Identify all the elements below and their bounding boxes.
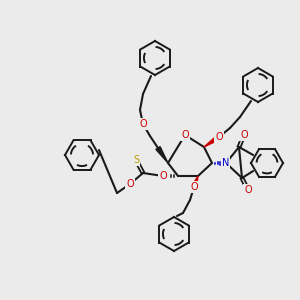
Text: O: O [159, 171, 167, 181]
Text: O: O [244, 185, 252, 195]
Text: O: O [190, 182, 198, 192]
Polygon shape [204, 135, 220, 147]
Text: S: S [133, 155, 139, 165]
Text: O: O [139, 119, 147, 129]
Text: N: N [222, 158, 230, 168]
Text: O: O [181, 130, 189, 140]
Polygon shape [156, 147, 168, 163]
Text: O: O [126, 179, 134, 189]
Text: O: O [215, 132, 223, 142]
Text: O: O [240, 130, 248, 140]
Polygon shape [192, 176, 198, 188]
